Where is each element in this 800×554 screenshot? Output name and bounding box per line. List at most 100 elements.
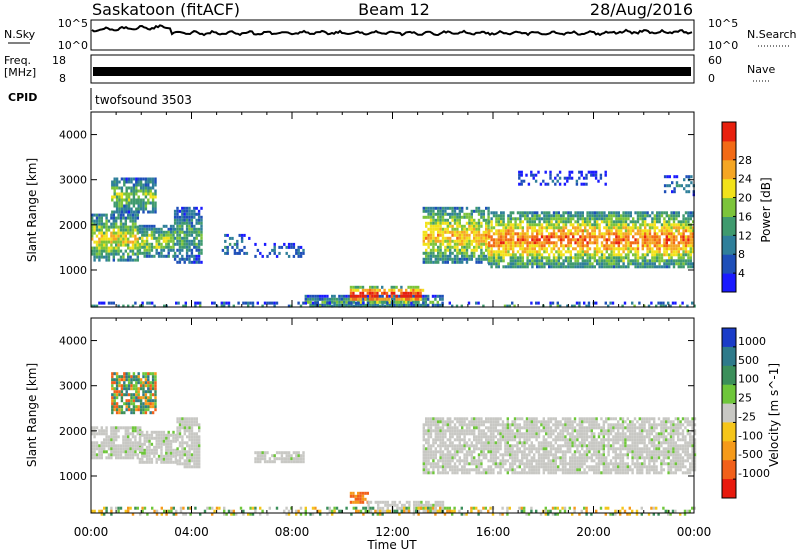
scatter-cell	[487, 429, 490, 433]
scatter-cell	[458, 239, 461, 243]
scatter-cell	[518, 441, 521, 445]
scatter-cell	[107, 228, 111, 232]
scatter-cell	[123, 378, 126, 382]
scatter-cell	[383, 291, 386, 295]
scatter-cell	[193, 435, 196, 439]
scatter-cell	[689, 250, 692, 254]
scatter-cell	[129, 450, 132, 454]
scatter-cell	[682, 235, 685, 239]
scatter-cell	[677, 250, 680, 254]
scatter-cell	[107, 225, 111, 229]
scatter-cell	[523, 441, 526, 445]
scatter-cell	[160, 230, 163, 234]
scatter-cell	[576, 241, 580, 245]
scatter-cell	[605, 220, 608, 224]
scatter-cell	[93, 441, 96, 445]
scatter-cell	[482, 420, 485, 424]
scatter-cell	[456, 221, 459, 225]
scatter-cell	[147, 189, 150, 193]
scatter-cell	[622, 250, 625, 254]
scatter-cell	[130, 402, 133, 406]
scatter-cell	[115, 216, 118, 220]
scatter-cell	[499, 453, 502, 457]
scatter-cell	[188, 423, 191, 427]
scatter-cell	[359, 291, 362, 295]
colorbar-tick-label: 20	[738, 192, 752, 205]
scatter-cell	[502, 241, 505, 245]
scatter-cell	[475, 417, 478, 421]
scatter-cell	[542, 465, 545, 469]
scatter-cell	[142, 186, 145, 190]
scatter-cell	[131, 231, 135, 235]
scatter-cell	[512, 250, 515, 254]
scatter-cell	[439, 503, 442, 507]
scatter-cell	[627, 214, 630, 218]
scatter-cell	[193, 417, 196, 421]
scatter-cell	[492, 459, 495, 463]
scatter-cell	[432, 471, 435, 475]
scatter-cell	[437, 239, 440, 243]
scatter-cell	[432, 248, 435, 252]
scatter-cell	[663, 259, 666, 263]
scatter-cell	[675, 214, 678, 218]
scatter-cell	[561, 432, 565, 436]
scatter-cell	[364, 304, 367, 308]
scatter-cell	[468, 423, 471, 427]
scatter-cell	[617, 253, 620, 257]
scatter-cell	[143, 460, 146, 464]
scatter-cell	[492, 417, 495, 421]
scatter-cell	[425, 209, 428, 213]
scatter-cell	[463, 462, 466, 466]
scatter-cell	[148, 233, 151, 237]
scatter-cell	[680, 226, 683, 230]
scatter-cell	[482, 435, 485, 439]
scatter-cell	[487, 441, 490, 445]
scatter-cell	[441, 432, 445, 436]
scatter-cell	[659, 301, 663, 305]
scatter-cell	[465, 230, 469, 234]
scatter-cell	[120, 198, 124, 202]
scatter-cell	[521, 444, 524, 448]
scatter-cell	[556, 304, 559, 308]
scatter-cell	[516, 265, 520, 269]
scatter-cell	[512, 262, 515, 266]
scatter-cell	[475, 227, 478, 231]
scatter-cell	[167, 439, 170, 443]
scatter-cell	[540, 465, 543, 469]
scatter-cell	[681, 301, 684, 305]
scatter-cell	[178, 459, 182, 463]
scatter-cell	[178, 257, 182, 261]
scatter-cell	[131, 234, 135, 238]
scatter-cell	[574, 226, 577, 230]
scatter-cell	[390, 291, 393, 295]
scatter-cell	[439, 294, 442, 298]
scatter-cell	[160, 445, 163, 449]
scatter-cell	[397, 288, 401, 292]
scatter-cell	[638, 301, 641, 305]
scatter-cell	[526, 223, 529, 227]
scatter-cell	[261, 454, 264, 458]
scatter-cell	[378, 288, 381, 292]
scatter-cell	[139, 399, 143, 403]
scatter-cell	[458, 462, 461, 466]
scatter-cell	[508, 304, 511, 308]
scatter-cell	[195, 212, 198, 216]
scatter-cell	[588, 256, 592, 260]
scatter-cell	[130, 177, 133, 181]
scatter-cell	[605, 259, 608, 263]
scatter-cell	[456, 224, 459, 228]
scatter-cell	[615, 217, 618, 221]
scatter-cell	[475, 465, 478, 469]
scatter-cell	[427, 471, 430, 475]
scatter-cell	[629, 211, 632, 215]
scatter-cell	[550, 262, 553, 266]
scatter-cell	[125, 402, 128, 406]
scatter-cell	[485, 206, 488, 210]
scatter-cell	[465, 468, 469, 472]
scatter-cell	[545, 235, 548, 239]
scatter-cell	[302, 301, 305, 305]
scatter-cell	[521, 262, 524, 266]
scatter-cell	[424, 300, 427, 304]
scatter-cell	[369, 300, 372, 304]
scatter-cell	[273, 454, 276, 458]
